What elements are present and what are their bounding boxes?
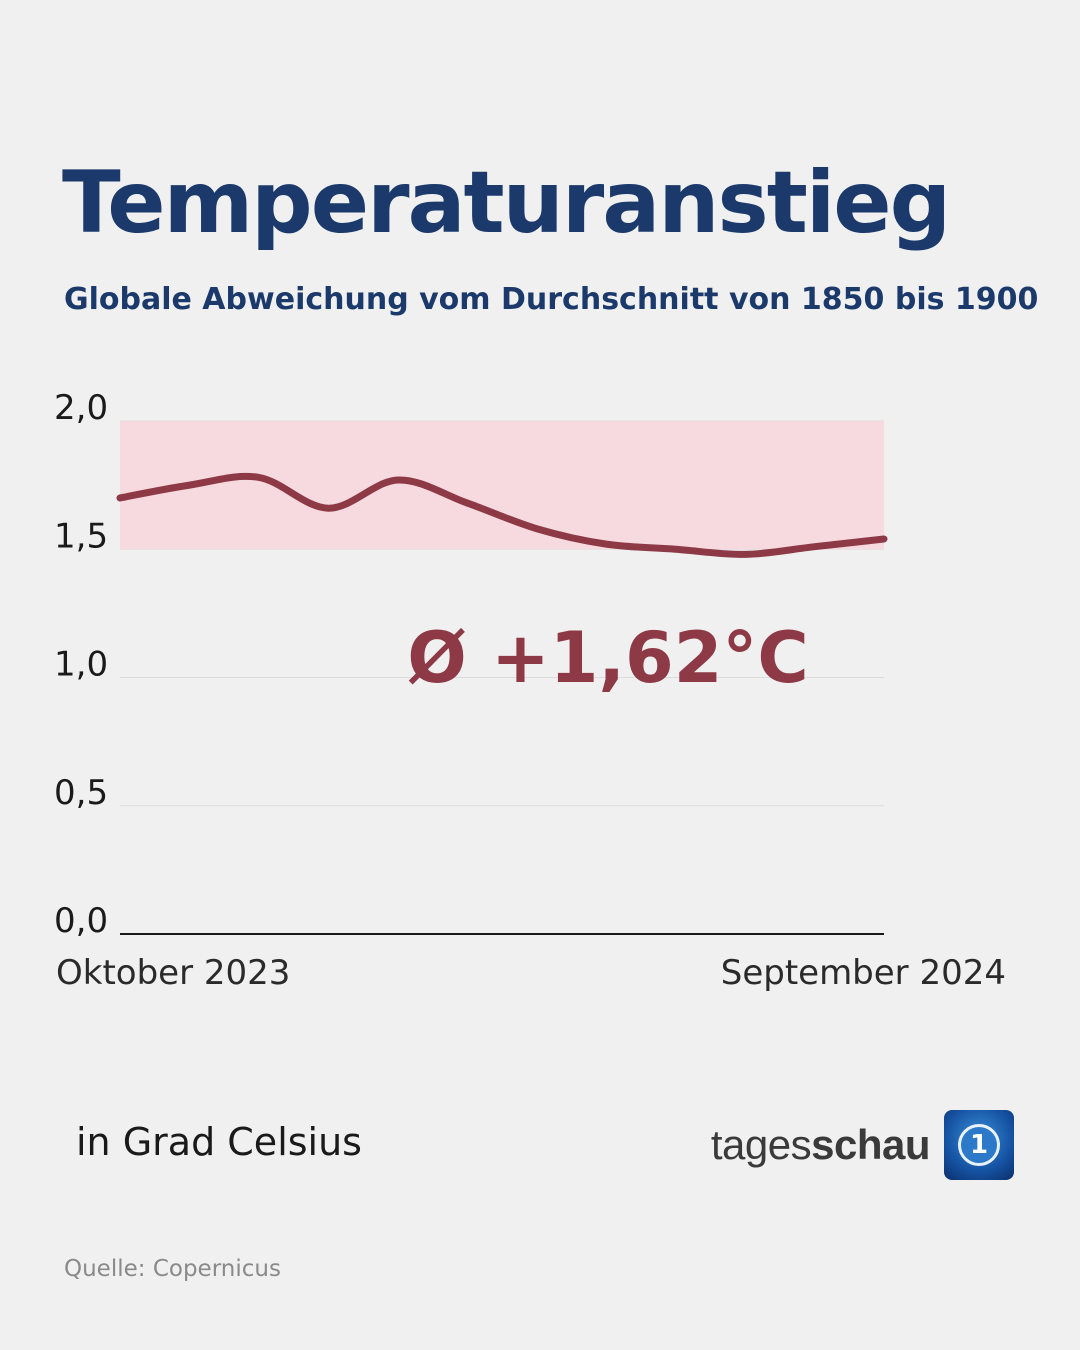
series-line (116, 472, 888, 558)
unit-label: in Grad Celsius (76, 1120, 362, 1164)
highlight-band-layer (120, 421, 884, 550)
brand-wordmark-regular: tages (710, 1121, 812, 1168)
line-chart: 0,0 0,5 1,0 1,5 2,0 Oktober 2023 September 20… (54, 388, 1006, 993)
x-tick-label: Oktober 2023 (56, 953, 290, 993)
logo-number: 1 (969, 1130, 989, 1160)
chart-title: Temperaturanstieg (62, 153, 951, 253)
logo-ring-icon (958, 1124, 1000, 1166)
y-tick-label: 0,0 (54, 901, 108, 941)
series-layer (116, 472, 888, 558)
brand: tagesschau 1 (711, 1110, 1014, 1180)
y-axis-ticks: 0,0 0,5 1,0 1,5 2,0 (54, 388, 108, 941)
brand-wordmark: tagesschau (710, 1121, 931, 1169)
highlight-band (120, 421, 884, 550)
average-annotation: Ø +1,62°C (407, 617, 809, 699)
y-tick-label: 1,0 (54, 645, 108, 685)
y-tick-label: 2,0 (54, 388, 108, 428)
x-axis-ticks: Oktober 2023 September 2024 (56, 953, 1006, 993)
x-tick-label: September 2024 (721, 953, 1006, 993)
y-tick-label: 1,5 (54, 516, 108, 556)
chart-subtitle: Globale Abweichung vom Durchschnitt von … (64, 282, 1039, 317)
brand-logo-icon: 1 (944, 1110, 1014, 1180)
source-note: Quelle: Copernicus (64, 1256, 281, 1282)
y-tick-label: 0,5 (54, 773, 108, 813)
brand-wordmark-bold: schau (811, 1121, 930, 1168)
